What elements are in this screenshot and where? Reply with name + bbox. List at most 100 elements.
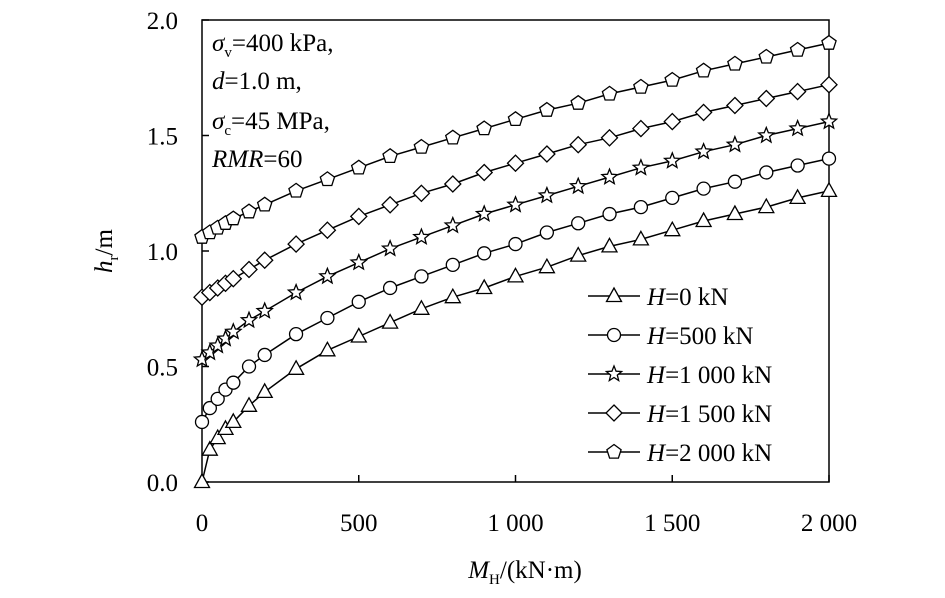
x-tick-label: 0: [196, 510, 209, 537]
data-point: [633, 78, 649, 94]
data-point: [601, 85, 618, 101]
data-point: [821, 34, 837, 50]
data-point: [224, 412, 242, 429]
y-tick-label: 1.5: [147, 124, 178, 151]
data-point: [239, 310, 259, 329]
data-point: [241, 203, 257, 219]
legend-label: H=2 000 kN: [646, 440, 772, 467]
y-axis-label-subscript: r: [106, 255, 122, 260]
legend-value: =1 000 kN: [665, 362, 772, 389]
parameter-annotation: d=1.0 m,: [212, 68, 302, 95]
data-point: [226, 375, 241, 390]
data-point: [287, 235, 306, 254]
data-point: [476, 120, 493, 136]
legend-marker-pentagon: [606, 443, 622, 459]
data-point: [507, 110, 524, 127]
data-point: [476, 246, 492, 261]
y-axis-label: hr/m: [91, 229, 122, 273]
data-point: [819, 111, 839, 130]
data-point: [725, 134, 745, 153]
annotation-value: =45 MPa,: [231, 108, 330, 135]
parameter-annotation: σc=45 MPa,: [212, 108, 330, 139]
legend: H=0 kNH=500 kNH=1 000 kNH=1 500 kNH=2 00…: [588, 284, 772, 467]
parameter-annotation: σv=400 kPa,: [212, 30, 333, 61]
legend-entry: H=1 500 kN: [588, 401, 772, 428]
data-point: [202, 400, 217, 416]
data-point: [727, 55, 743, 71]
data-point: [380, 238, 400, 257]
data-point: [633, 199, 649, 215]
x-tick-label: 2 000: [801, 510, 857, 537]
data-point: [821, 151, 837, 166]
series-group: [192, 34, 839, 489]
data-point: [286, 282, 306, 301]
data-point: [256, 196, 273, 212]
data-point: [241, 359, 257, 374]
legend-symbol: H: [646, 440, 667, 467]
legend-entry: H=2 000 kN: [588, 440, 772, 467]
data-point: [412, 227, 431, 246]
data-point: [382, 147, 398, 164]
legend-symbol: H: [646, 401, 667, 428]
data-point: [224, 322, 243, 340]
data-point: [443, 215, 463, 234]
legend-marker-triangle: [605, 286, 623, 303]
data-point: [474, 204, 494, 222]
data-point: [194, 414, 210, 430]
data-point: [318, 340, 337, 357]
data-point: [537, 145, 556, 163]
data-point: [538, 257, 556, 274]
plot-axes: 0 500 1 000 1 500 2 0000.00.51.01.52.0MH/(kN…: [91, 8, 857, 588]
series-diamond: [193, 75, 838, 307]
legend-label: H=500 kN: [646, 323, 753, 350]
data-point: [663, 220, 681, 237]
data-point: [414, 269, 429, 284]
data-point: [318, 221, 337, 240]
annotation-value: =400 kPa,: [232, 30, 334, 57]
data-point: [758, 48, 775, 64]
legend-label: H=1 500 kN: [646, 401, 772, 428]
annotation-symbol: RMR: [211, 146, 263, 173]
data-point: [382, 280, 398, 296]
y-tick-label: 1.0: [147, 239, 178, 266]
y-tick-label: 0.5: [147, 355, 178, 382]
data-point: [631, 119, 650, 138]
annotation-symbol: d: [212, 68, 225, 95]
data-point: [631, 158, 651, 176]
data-point: [443, 175, 462, 193]
data-point: [412, 299, 431, 315]
data-point: [820, 75, 838, 94]
annotation-subscript: c: [224, 123, 231, 139]
data-point: [757, 89, 776, 108]
data-point: [240, 396, 258, 412]
y-axis-label-unit: /m: [91, 229, 118, 256]
parameter-annotation: RMR=60: [211, 146, 302, 173]
data-point: [288, 327, 304, 342]
data-point: [412, 184, 431, 203]
data-point: [727, 174, 743, 189]
data-point: [694, 103, 713, 122]
legend-symbol: H: [646, 362, 667, 389]
legend-value: =0 kN: [665, 284, 728, 311]
x-axis-label: MH/(kN·m): [467, 557, 582, 588]
data-point: [319, 171, 336, 187]
data-point: [209, 428, 227, 445]
x-axis-label-symbol: M: [467, 557, 490, 584]
data-point: [600, 237, 619, 253]
data-point: [349, 207, 368, 226]
legend-entry: H=500 kN: [588, 323, 753, 350]
y-axis-label-symbol: h: [91, 260, 118, 273]
legend-symbol: H: [646, 284, 667, 311]
data-point: [257, 347, 272, 363]
data-point: [600, 128, 619, 147]
data-point: [506, 195, 525, 213]
data-point: [444, 129, 461, 145]
annotation-value: =60: [263, 146, 302, 173]
data-point: [538, 101, 555, 117]
data-point: [600, 167, 619, 186]
data-point: [508, 236, 523, 252]
data-point: [662, 151, 682, 169]
data-point: [506, 154, 525, 173]
data-point: [381, 313, 399, 329]
